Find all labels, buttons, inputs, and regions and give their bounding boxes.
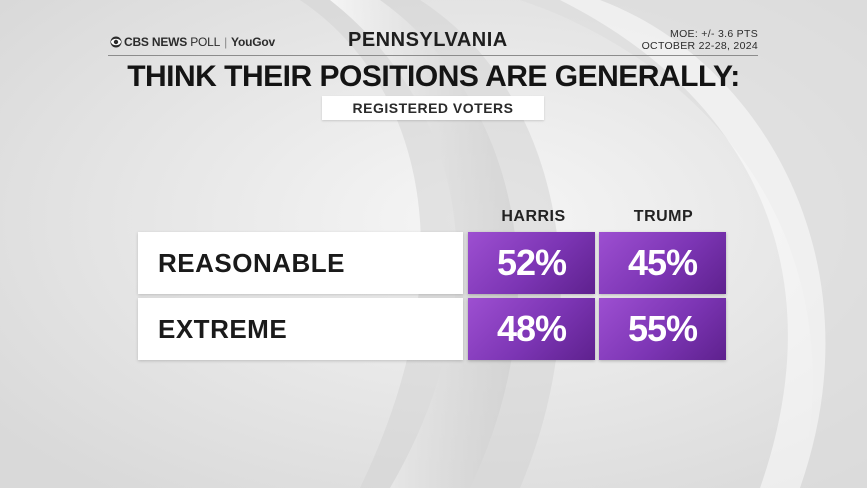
brand-logo: CBS NEWS POLL | YouGov xyxy=(110,35,275,49)
row-label-reasonable: REASONABLE xyxy=(158,248,346,278)
cell-reasonable-harris: 52% xyxy=(468,232,595,294)
column-header-trump: TRUMP xyxy=(633,208,694,225)
cbs-eye-icon xyxy=(110,36,122,48)
poll-dates: OCTOBER 22-28, 2024 xyxy=(641,40,758,52)
cell-extreme-trump: 55% xyxy=(599,298,726,360)
cell-extreme-harris: 48% xyxy=(468,298,595,360)
column-header-harris: HARRIS xyxy=(501,208,566,225)
brand-separator: | xyxy=(224,35,228,49)
moe-text: MOE: +/- 3.6 PTS xyxy=(670,28,758,40)
row-label-box-extreme: EXTREME xyxy=(138,298,463,360)
row-label-extreme: EXTREME xyxy=(158,314,288,344)
moe-block: MOE: +/- 3.6 PTS OCTOBER 22-28, 2024 xyxy=(642,28,758,52)
cell-reasonable-trump: 45% xyxy=(599,232,726,294)
header-bar: CBS NEWS POLL | YouGov PENNSYLVANIA MOE: +… xyxy=(108,27,758,56)
subtitle-badge: REGISTERED VOTERS xyxy=(322,96,544,120)
row-label-box-reasonable: REASONABLE xyxy=(138,232,463,294)
page-title: THINK THEIR POSITIONS ARE GENERALLY: xyxy=(127,60,740,93)
brand-poll: POLL xyxy=(190,35,221,49)
brand-partner: YouGov xyxy=(231,35,275,49)
state-name: PENNSYLVANIA xyxy=(348,29,508,51)
brand-cbs: CBS NEWS xyxy=(124,35,188,49)
